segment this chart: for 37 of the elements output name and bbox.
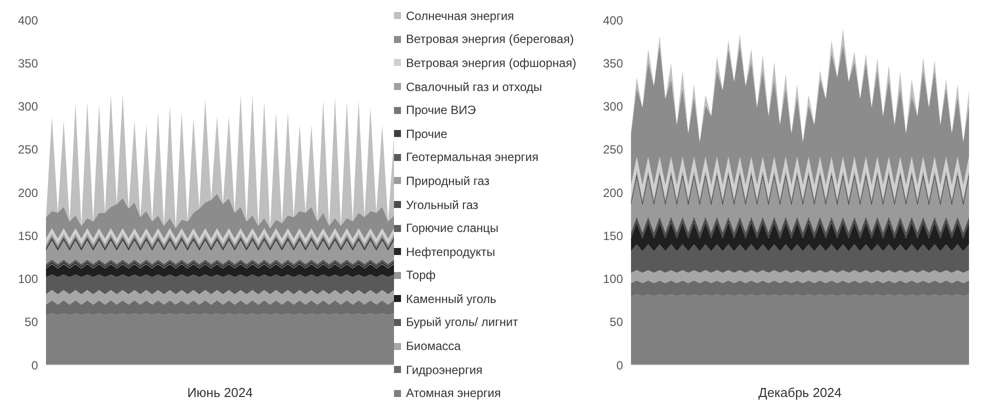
y-tick-label: 400: [602, 13, 624, 28]
legend-label: Свалочный газ и отходы: [406, 80, 542, 94]
y-tick-label: 250: [602, 142, 624, 157]
legend-label: Гидроэнергия: [406, 362, 483, 377]
legend-label: Атомная энергия: [406, 386, 501, 400]
legend-label: Ветровая энергия (офшорная): [406, 56, 576, 70]
legend-label: Горючие сланцы: [406, 221, 499, 236]
y-tick-label: 350: [602, 56, 624, 70]
y-tick-label: 100: [602, 272, 624, 286]
x-axis-title: Декабрь 2024: [758, 385, 842, 400]
x-axis-title: Июнь 2024: [187, 385, 253, 400]
y-tick-label: 150: [602, 228, 624, 243]
legend-label: Каменный уголь: [406, 292, 496, 306]
legend-label: Природный газ: [406, 174, 490, 188]
legend-label: Бурый уголь/ лигнит: [406, 315, 518, 330]
y-tick-label: 200: [18, 186, 38, 200]
y-tick-label: 0: [31, 358, 38, 372]
y-tick-label: 300: [18, 100, 38, 114]
legend-label: Геотермальная энергия: [406, 150, 538, 164]
y-tick-label: 350: [18, 56, 38, 70]
y-tick-label: 50: [610, 315, 624, 330]
legend-label: Торф: [406, 268, 436, 282]
y-tick-label: 150: [18, 228, 38, 243]
legend-label: Ветровая энергия (береговая): [406, 32, 574, 46]
legend-label: Угольный газ: [406, 198, 478, 212]
y-tick-label: 100: [18, 272, 38, 286]
legend-label: Прочие ВИЭ: [406, 103, 476, 118]
legend-label: Биомасса: [406, 339, 461, 354]
y-tick-label: 0: [616, 358, 624, 372]
y-tick-label: 400: [18, 13, 38, 28]
y-tick-label: 50: [24, 315, 38, 330]
y-tick-label: 250: [18, 142, 38, 157]
y-tick-label: 200: [602, 186, 624, 200]
legend-label: Нефтепродукты: [406, 244, 496, 259]
legend-label: Солнечная энергия: [406, 8, 514, 23]
legend-label: Прочие: [406, 126, 448, 141]
y-tick-label: 300: [602, 100, 624, 114]
